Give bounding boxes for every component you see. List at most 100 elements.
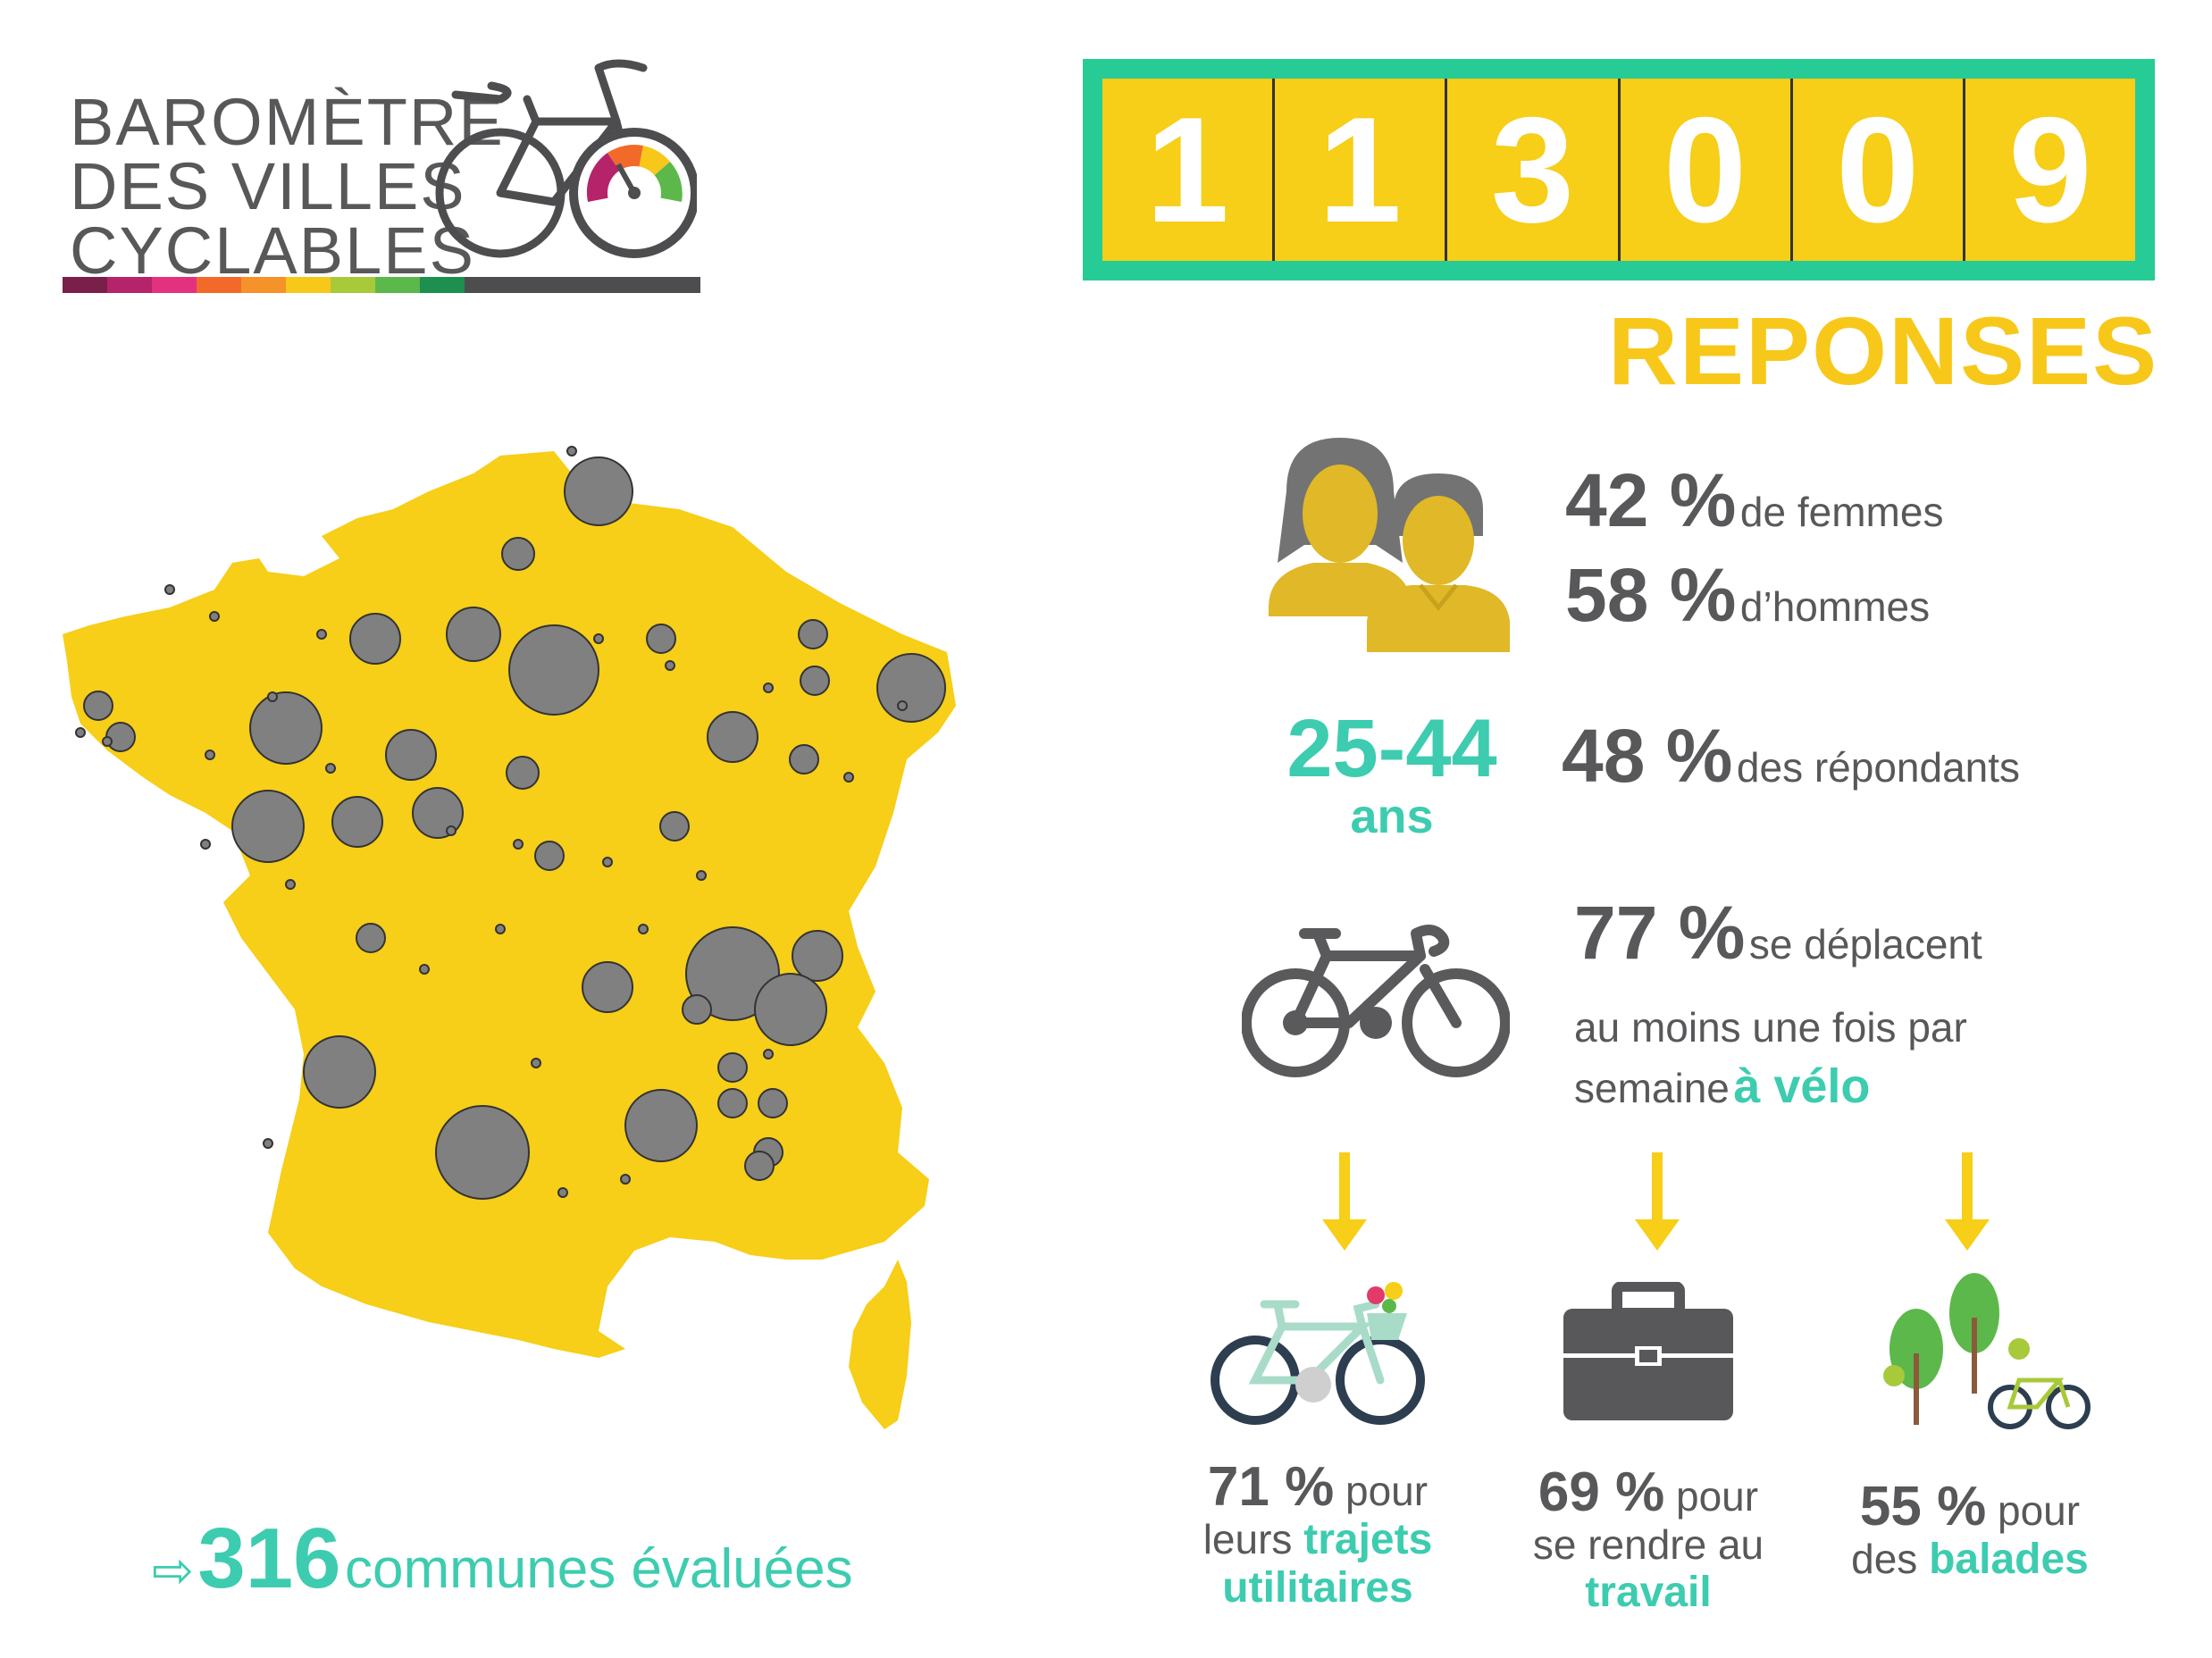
basket-bike-icon xyxy=(1211,1282,1425,1425)
use-utility-prefix: leurs xyxy=(1202,1516,1293,1562)
logo-color-bar xyxy=(63,277,700,293)
city-bubble xyxy=(758,1088,788,1118)
city-dot xyxy=(763,1049,774,1059)
city-bubble xyxy=(231,790,305,863)
weekly-line-1: se déplacent xyxy=(1748,921,1982,967)
city-bubble xyxy=(717,1052,748,1083)
city-dot xyxy=(566,446,577,456)
city-dot xyxy=(620,1174,631,1185)
city-bubble xyxy=(682,994,712,1025)
city-bubble xyxy=(349,613,401,665)
age-unit: ans xyxy=(1350,790,1434,843)
age-stat: 48 % des répondants xyxy=(1562,713,2020,800)
city-dot xyxy=(897,700,908,711)
city-dot xyxy=(200,839,211,850)
city-bubble xyxy=(789,744,819,775)
weekly-highlight: à vélo xyxy=(1733,1059,1871,1113)
use-utility-pct: 71 % xyxy=(1207,1456,1335,1518)
city-bubble xyxy=(506,756,540,790)
city-dot xyxy=(267,691,278,702)
city-bubble xyxy=(800,666,830,696)
city-bubble xyxy=(798,619,828,649)
arrow-down-icon xyxy=(1945,1152,1990,1251)
city-bubble xyxy=(303,1035,376,1109)
use-utility-word: pour xyxy=(1345,1468,1429,1514)
city-bubble xyxy=(446,607,501,662)
city-bubble xyxy=(717,1088,748,1118)
age-pct: 48 % xyxy=(1562,714,1733,798)
use-work-line-2: se rendre au xyxy=(1532,1521,1764,1568)
counter-digit: 1 xyxy=(1102,79,1276,261)
counter-digit: 0 xyxy=(1621,79,1793,261)
city-bubble xyxy=(105,722,136,752)
city-bubble xyxy=(707,711,758,763)
communes-count: 316 xyxy=(197,1511,341,1606)
response-counter: 1 1 3 0 0 9 xyxy=(1083,59,2155,281)
city-bubble xyxy=(876,653,946,723)
use-work-caption: 69 % pour se rendre au travail xyxy=(1492,1465,1805,1617)
logo-line-2: DES VILLES xyxy=(70,149,466,223)
city-bubble xyxy=(412,787,464,839)
bicycle-icon xyxy=(1242,925,1510,1077)
city-dot xyxy=(763,682,774,693)
city-dot xyxy=(531,1058,541,1068)
age-block: 25-44 ans xyxy=(1258,706,1526,842)
logo-color-segment xyxy=(197,277,241,293)
city-dot xyxy=(696,870,707,881)
age-range: 25-44 xyxy=(1286,703,1497,794)
responses-label: REPONSES xyxy=(1608,297,2159,405)
use-work-highlight: travail xyxy=(1585,1569,1712,1616)
counter-digit: 1 xyxy=(1275,79,1448,261)
use-ride-pct: 55 % xyxy=(1859,1476,1987,1537)
women-label: de femmes xyxy=(1739,489,1944,535)
briefcase-icon xyxy=(1563,1282,1733,1420)
logo-line-1: BAROMÈTRE xyxy=(70,85,505,159)
city-dot xyxy=(602,857,613,867)
city-bubble xyxy=(744,1151,775,1181)
logo-color-segment xyxy=(63,277,107,293)
city-dot xyxy=(209,611,220,622)
city-dot xyxy=(102,736,113,747)
logo-color-segment xyxy=(375,277,420,293)
people-icon xyxy=(1269,438,1510,652)
city-bubble xyxy=(792,930,843,982)
communes-footer: ⇨ 316 communes évaluées xyxy=(152,1510,853,1608)
use-ride-word: pour xyxy=(1998,1487,2081,1534)
use-ride-prefix: des xyxy=(1851,1536,1918,1582)
city-dot xyxy=(325,763,336,774)
city-bubble xyxy=(435,1105,530,1200)
city-bubble xyxy=(385,729,437,781)
city-dot xyxy=(638,924,649,934)
weekly-stat: 77 % se déplacent au moins une fois par … xyxy=(1574,890,1982,1128)
city-dot xyxy=(495,924,506,934)
city-bubbles xyxy=(75,446,946,1200)
use-utility-highlight-2: utilitaires xyxy=(1222,1564,1413,1612)
use-ride-highlight: balades xyxy=(1929,1536,2089,1583)
city-dot xyxy=(419,964,430,975)
city-bubble xyxy=(356,923,386,953)
use-work-pct: 69 % xyxy=(1538,1461,1665,1523)
city-dot xyxy=(843,772,854,783)
city-bubble xyxy=(624,1089,698,1162)
age-label: des répondants xyxy=(1736,744,2021,791)
city-dot xyxy=(164,584,175,595)
city-dot xyxy=(75,727,86,738)
city-bubble xyxy=(685,926,780,1021)
city-dot xyxy=(205,749,215,760)
city-bubble xyxy=(508,624,599,716)
counter-digit: 3 xyxy=(1447,79,1621,261)
city-bubble xyxy=(331,796,383,848)
city-dot xyxy=(513,839,524,850)
trees-bike-icon xyxy=(1883,1273,2091,1429)
city-bubble xyxy=(501,537,535,571)
counter-digit: 9 xyxy=(2008,85,2092,254)
logo-color-segment xyxy=(152,277,197,293)
france-map xyxy=(63,446,956,1429)
women-pct: 42 % xyxy=(1565,458,1737,542)
city-dot xyxy=(557,1187,568,1198)
use-ride-caption: 55 % pour des balades xyxy=(1814,1479,2126,1584)
logo-line-3: CYCLABLES xyxy=(70,214,475,288)
arrow-down-icon xyxy=(1322,1152,1367,1251)
city-bubble xyxy=(582,961,633,1013)
logo-color-segment xyxy=(331,277,375,293)
